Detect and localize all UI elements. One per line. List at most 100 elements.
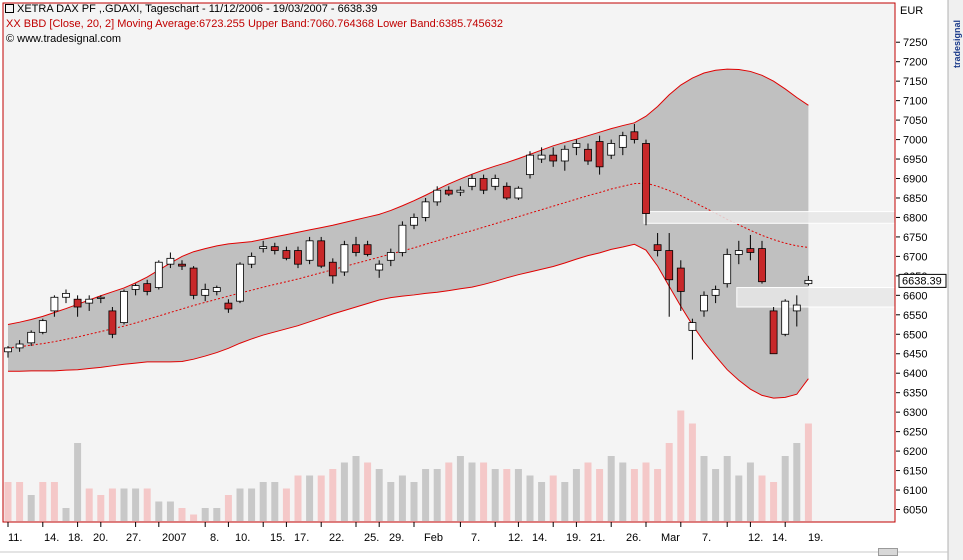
- candle[interactable]: [154, 260, 163, 290]
- candle[interactable]: [236, 262, 244, 304]
- candle[interactable]: [73, 295, 82, 317]
- candle-body: [224, 302, 233, 310]
- volume-bar: [282, 488, 290, 521]
- y-tick-label: 6950: [903, 154, 927, 166]
- candle-body: [85, 298, 94, 304]
- candle[interactable]: [665, 233, 674, 317]
- candle[interactable]: [270, 242, 279, 255]
- y-tick-label: 6050: [903, 505, 927, 517]
- volume-bar: [120, 488, 128, 521]
- bollinger-upper-line: [7, 68, 809, 326]
- candle[interactable]: [4, 345, 12, 358]
- candle-body: [386, 252, 395, 261]
- candle[interactable]: [804, 275, 813, 286]
- highlight-zone-1: [643, 211, 896, 224]
- candle[interactable]: [781, 299, 790, 337]
- candle[interactable]: [618, 131, 627, 156]
- volume-bar: [178, 508, 186, 521]
- candle[interactable]: [108, 307, 117, 339]
- candle[interactable]: [723, 248, 732, 288]
- candle[interactable]: [491, 174, 500, 191]
- volume-bar: [166, 501, 174, 521]
- y-tick-label: 6750: [903, 232, 927, 244]
- candle[interactable]: [352, 236, 360, 257]
- candle[interactable]: [607, 139, 616, 160]
- volume-bar: [584, 462, 592, 521]
- candle[interactable]: [143, 279, 152, 296]
- candle[interactable]: [294, 246, 302, 269]
- candle[interactable]: [15, 340, 24, 352]
- candle[interactable]: [468, 174, 476, 191]
- candle[interactable]: [734, 240, 743, 265]
- candle[interactable]: [375, 260, 384, 278]
- candle[interactable]: [537, 147, 546, 163]
- candle[interactable]: [224, 299, 233, 313]
- candle[interactable]: [595, 135, 604, 175]
- candle[interactable]: [340, 240, 349, 276]
- candle[interactable]: [526, 151, 534, 179]
- candle[interactable]: [328, 258, 337, 284]
- candle[interactable]: [758, 240, 766, 284]
- candle-body: [734, 250, 743, 255]
- x-tick-label: 18.: [68, 532, 83, 544]
- candle[interactable]: [421, 197, 430, 222]
- candle[interactable]: [746, 234, 755, 261]
- candle[interactable]: [444, 186, 453, 197]
- y-tick-label: 7150: [903, 76, 927, 88]
- candle[interactable]: [305, 236, 314, 265]
- candle-body: [166, 257, 175, 265]
- candle[interactable]: [398, 221, 407, 257]
- candle[interactable]: [502, 182, 511, 200]
- candle[interactable]: [189, 266, 198, 300]
- candle[interactable]: [688, 318, 697, 360]
- candle[interactable]: [50, 295, 59, 317]
- candle[interactable]: [386, 248, 395, 267]
- candle[interactable]: [642, 139, 650, 226]
- candle-body: [804, 279, 813, 285]
- candle[interactable]: [259, 240, 268, 253]
- y-tick-label: 6350: [903, 388, 927, 400]
- candle[interactable]: [363, 240, 372, 257]
- candle[interactable]: [38, 318, 47, 335]
- candle[interactable]: [549, 147, 558, 167]
- x-tick-label: 10.: [235, 532, 250, 544]
- candle-body: [642, 143, 650, 214]
- candle[interactable]: [700, 291, 708, 317]
- candle[interactable]: [247, 252, 256, 269]
- candle[interactable]: [178, 260, 186, 271]
- candle[interactable]: [514, 186, 523, 200]
- scroll-handle[interactable]: [878, 548, 898, 556]
- y-tick-label: 6900: [903, 174, 927, 186]
- candle[interactable]: [584, 143, 592, 165]
- candle[interactable]: [630, 123, 639, 144]
- candle[interactable]: [212, 285, 221, 296]
- x-tick-label: 15.: [270, 532, 285, 544]
- candle[interactable]: [27, 330, 36, 346]
- candle[interactable]: [131, 283, 140, 296]
- candle[interactable]: [676, 260, 685, 311]
- candle[interactable]: [769, 307, 778, 355]
- candle[interactable]: [317, 236, 326, 269]
- candle[interactable]: [653, 233, 662, 257]
- candle[interactable]: [96, 295, 105, 304]
- x-tick-label: 25.: [364, 532, 379, 544]
- candle[interactable]: [572, 139, 581, 156]
- candle[interactable]: [456, 186, 465, 197]
- volume-bar: [16, 482, 24, 521]
- candle[interactable]: [479, 174, 488, 195]
- candle-body: [305, 240, 314, 261]
- candle[interactable]: [62, 289, 70, 304]
- candle[interactable]: [410, 213, 418, 230]
- candle[interactable]: [433, 186, 442, 206]
- candle[interactable]: [560, 145, 569, 171]
- candle[interactable]: [711, 285, 720, 304]
- candle[interactable]: [120, 289, 128, 325]
- volume-bar: [770, 482, 778, 521]
- volume-bar: [97, 495, 105, 521]
- candle[interactable]: [201, 283, 210, 302]
- candle[interactable]: [282, 246, 291, 261]
- candle[interactable]: [166, 252, 175, 269]
- candle[interactable]: [792, 295, 801, 327]
- candle[interactable]: [85, 295, 94, 311]
